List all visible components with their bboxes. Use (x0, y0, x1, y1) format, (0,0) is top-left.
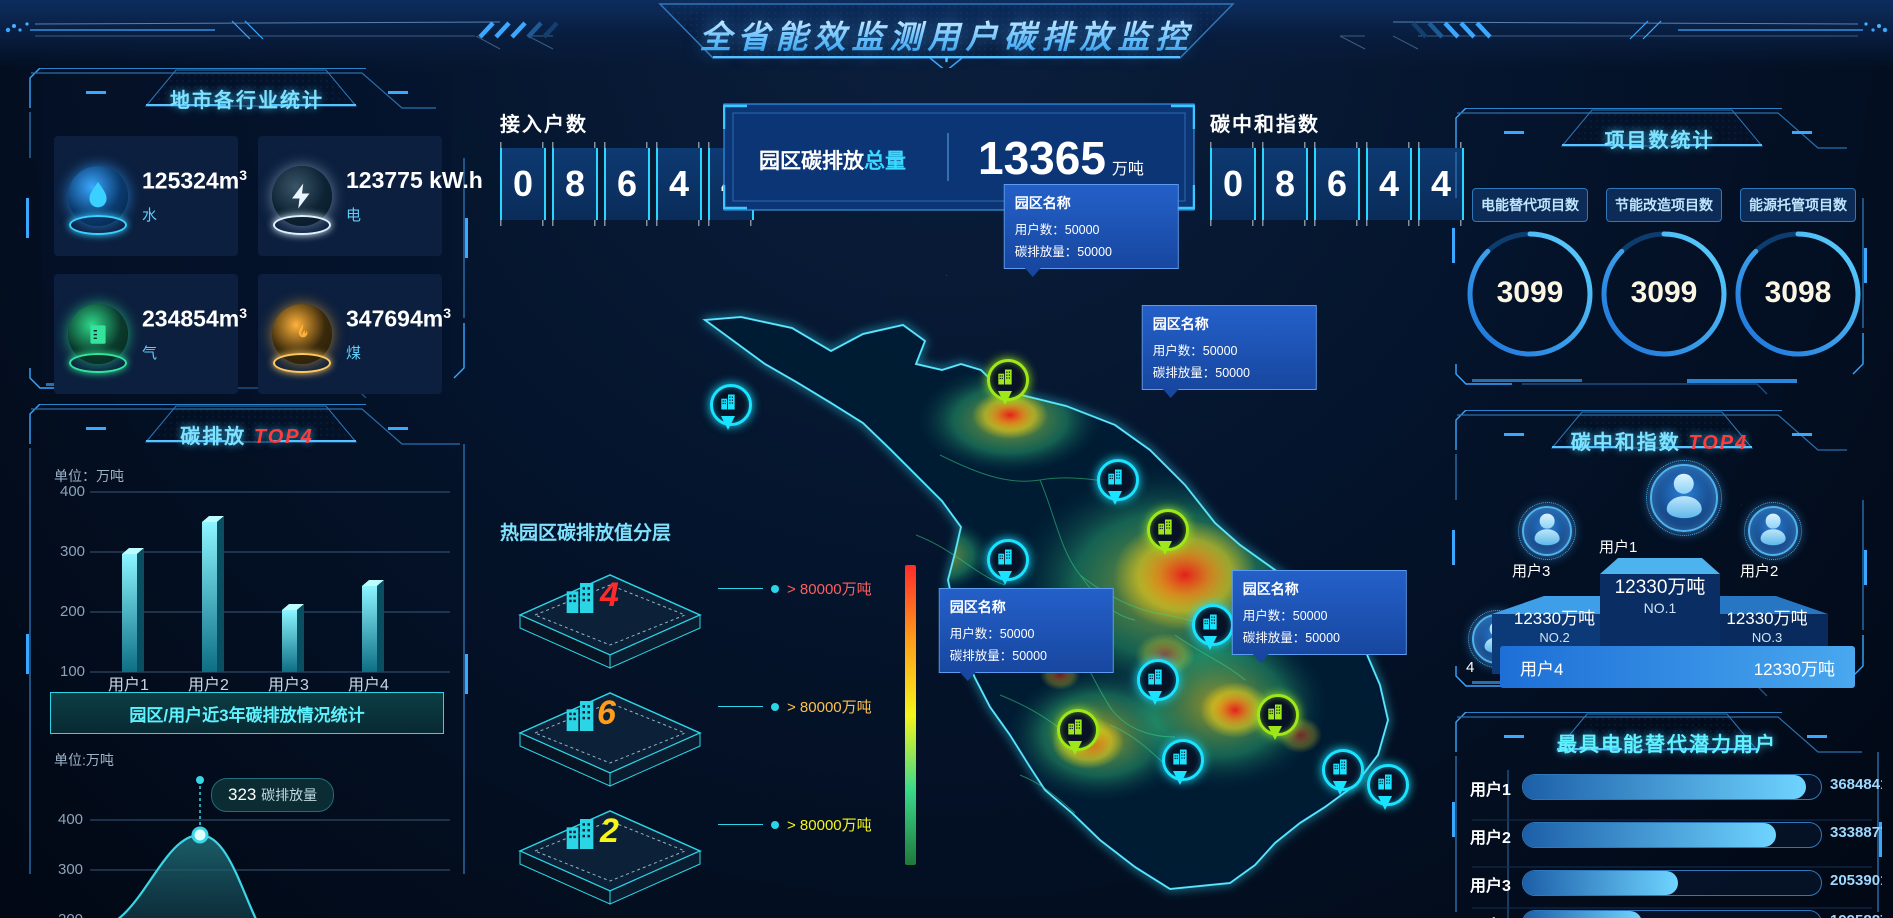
svg-text:400: 400 (58, 811, 83, 828)
svg-text:200: 200 (60, 603, 85, 620)
svg-text:200: 200 (58, 911, 83, 918)
svg-text:400: 400 (60, 483, 85, 500)
svg-text:300: 300 (60, 543, 85, 560)
svg-text:100: 100 (60, 663, 85, 680)
svg-text:300: 300 (58, 861, 83, 878)
